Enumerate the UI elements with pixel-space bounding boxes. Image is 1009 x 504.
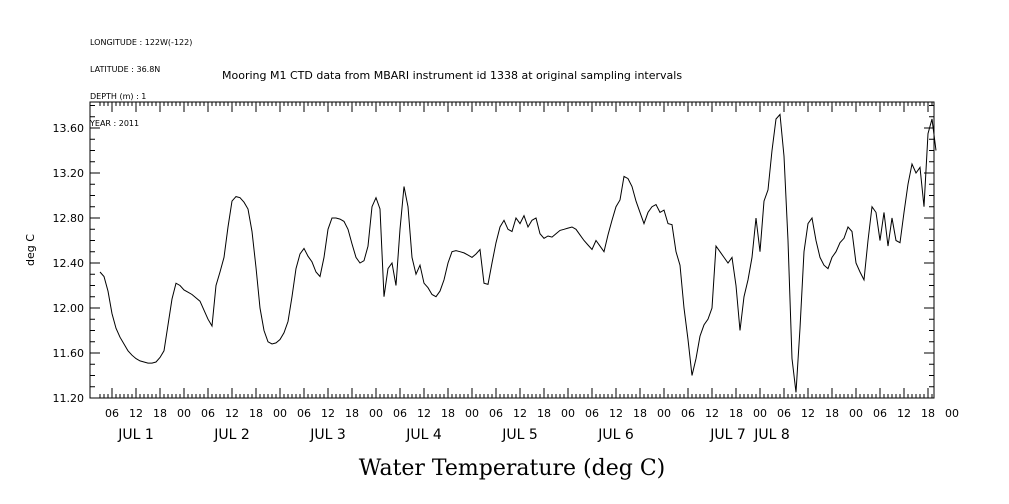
day-label: JUL 6 [597, 427, 634, 443]
x-tick-label: 12 [801, 407, 815, 420]
x-tick-label: 12 [705, 407, 719, 420]
x-tick-label: 00 [177, 407, 191, 420]
y-tick-label: 13.60 [53, 122, 85, 135]
x-tick-label: 18 [249, 407, 263, 420]
data-series [99, 113, 937, 393]
x-tick-label: 00 [561, 407, 575, 420]
x-tick-label: 06 [681, 407, 695, 420]
x-tick-label: 12 [417, 407, 431, 420]
x-tick-label: 18 [729, 407, 743, 420]
x-tick-label: 00 [657, 407, 671, 420]
y-tick-label: 12.00 [53, 302, 85, 315]
x-tick-label: 06 [297, 407, 311, 420]
x-tick-label: 12 [609, 407, 623, 420]
y-tick-label: 12.40 [53, 257, 85, 270]
y-tick-label: 13.20 [53, 167, 85, 180]
x-tick-label: 12 [897, 407, 911, 420]
x-tick-label: 18 [921, 407, 935, 420]
x-tick-label: 18 [441, 407, 455, 420]
y-tick-label: 11.20 [53, 392, 85, 405]
x-tick-label: 12 [513, 407, 527, 420]
plot-frame [89, 101, 935, 399]
x-axis-ticks: 06 12 18 00 06 12 18 00 06 12 18 00 06 12 18 00 06 12 18 00… [99, 102, 959, 443]
x-tick-label: 00 [753, 407, 767, 420]
x-tick-label: 00 [465, 407, 479, 420]
x-tick-label: 06 [585, 407, 599, 420]
chart-title: Mooring M1 CTD data from MBARI instrumen… [222, 69, 683, 82]
x-tick-label: 18 [633, 407, 647, 420]
longitude-label: LONGITUDE : 122W(-122) [90, 38, 193, 47]
x-tick-label: 06 [873, 407, 887, 420]
x-tick-label: 06 [777, 407, 791, 420]
y-axis-ticks: 11.20 11.60 12.00 12.40 12.80 13.20 13.60 [53, 105, 934, 405]
x-tick-label: 18 [345, 407, 359, 420]
y-tick-label: 11.60 [53, 347, 85, 360]
day-label: JUL 5 [501, 427, 538, 443]
x-tick-label: 00 [273, 407, 287, 420]
day-label: JUL 2 [213, 427, 250, 443]
day-label: JUL 1 [117, 427, 154, 443]
x-tick-label: 06 [393, 407, 407, 420]
metadata-header: LONGITUDE : 122W(-122) LATITUDE : 36.8N … [90, 20, 192, 137]
x-tick-label: 18 [537, 407, 551, 420]
x-tick-label: 06 [489, 407, 503, 420]
x-tick-label: 06 [105, 407, 119, 420]
temperature-line [99, 113, 937, 393]
x-tick-label: 12 [225, 407, 239, 420]
x-tick-label: 00 [369, 407, 383, 420]
x-axis-label: Water Temperature (deg C) [359, 456, 666, 481]
x-tick-label: 12 [321, 407, 335, 420]
x-tick-label: 12 [129, 407, 143, 420]
y-tick-label: 12.80 [53, 212, 85, 225]
y-axis-label: deg C [24, 234, 37, 266]
x-tick-label: 18 [825, 407, 839, 420]
depth-label: DEPTH (m) : 1 [90, 92, 147, 101]
x-tick-label: 18 [153, 407, 167, 420]
day-label: JUL 8 [753, 427, 790, 443]
latitude-label: LATITUDE : 36.8N [90, 65, 161, 74]
x-tick-label: 00 [849, 407, 863, 420]
day-label: JUL 4 [405, 427, 442, 443]
day-label: JUL 7 [709, 427, 746, 443]
x-tick-label: 00 [945, 407, 959, 420]
x-tick-label: 06 [201, 407, 215, 420]
day-label: JUL 3 [309, 427, 346, 443]
year-label: YEAR : 2011 [90, 119, 140, 128]
